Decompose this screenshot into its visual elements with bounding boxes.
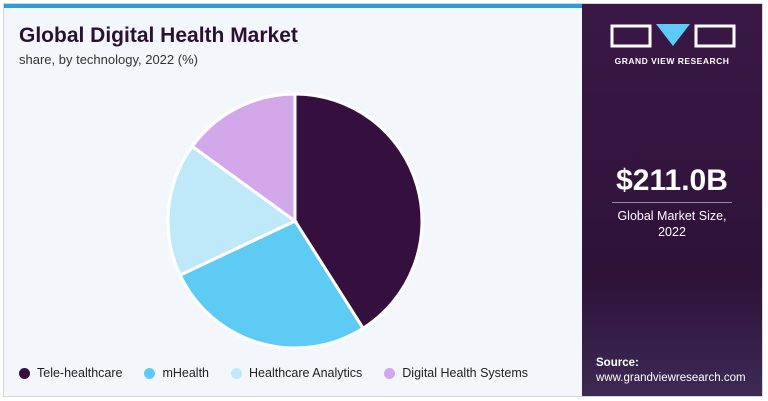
logo-r	[694, 24, 736, 48]
legend: Tele-healthcare mHealth Healthcare Analyti…	[19, 366, 528, 380]
brand-name: GRAND VIEW RESEARCH	[614, 56, 730, 66]
logo-v	[656, 24, 690, 46]
market-size: $211.0B	[616, 164, 728, 197]
pie-slice	[190, 92, 297, 224]
legend-label: mHealth	[162, 366, 210, 380]
legend-label: Healthcare Analytics	[249, 366, 363, 380]
legend-item: Tele-healthcare	[19, 366, 122, 380]
source-label: Source:	[596, 357, 639, 369]
legend-label: Digital Health Systems	[402, 366, 529, 380]
logo-g	[610, 24, 652, 48]
divider	[612, 202, 732, 203]
legend-swatch	[144, 367, 156, 379]
info-panel: GRAND VIEW RESEARCH $211.0B Global Marke…	[582, 4, 762, 396]
legend-item: Digital Health Systems	[384, 366, 528, 380]
legend-swatch	[384, 367, 396, 379]
pie	[166, 92, 424, 350]
chart-title: Global Digital Health Market	[19, 24, 298, 47]
chart-subtitle: share, by technology, 2022 (%)	[19, 52, 198, 67]
legend-item: mHealth	[144, 366, 209, 380]
logo	[610, 24, 736, 48]
legend-swatch	[231, 367, 243, 379]
pie-slice	[166, 144, 298, 278]
source: Source: www.grandviewresearch.com	[596, 356, 746, 386]
pie-slice	[178, 219, 366, 350]
legend-label: Tele-healthcare	[37, 366, 123, 380]
infographic: Global Digital Health Market share, by t…	[3, 3, 763, 397]
chart-panel: Global Digital Health Market share, by t…	[4, 4, 582, 396]
source-url: www.grandviewresearch.com	[596, 372, 746, 384]
legend-item: Healthcare Analytics	[231, 366, 362, 380]
market-size-label: Global Market Size, 2022	[617, 209, 727, 239]
legend-swatch	[19, 367, 30, 379]
